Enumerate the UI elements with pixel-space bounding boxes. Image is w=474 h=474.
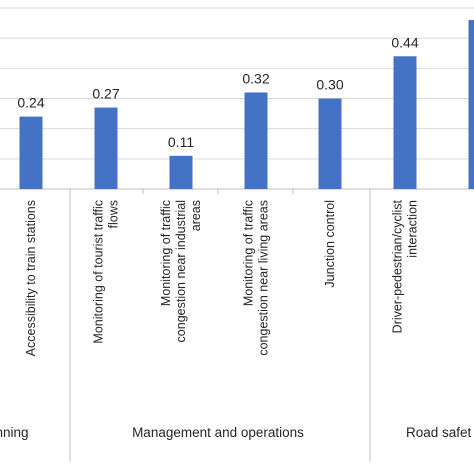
data-label: 0.30 — [316, 77, 343, 93]
category-label: Driver-pedestrian/cyclistinteraction — [391, 199, 420, 333]
category-label: Monitoring of trafficcongestion near ind… — [159, 200, 203, 342]
data-label: 0.27 — [92, 86, 119, 102]
data-label: 0.44 — [391, 34, 418, 50]
data-label: 0.32 — [242, 70, 269, 86]
bar — [169, 155, 193, 189]
data-label: 0.24 — [17, 95, 44, 111]
group-label: Management and operations — [132, 425, 304, 440]
category-label: Accessibility to train stations — [24, 200, 38, 356]
category-label: Monitoring of tourist trafficflows — [92, 200, 121, 344]
group-label: Road safet — [406, 425, 472, 440]
category-label: Junction control — [323, 200, 337, 288]
data-label: 0.11 — [168, 134, 194, 150]
category-label: Monitoring of trafficcongestion near liv… — [242, 200, 271, 356]
bar — [318, 98, 342, 189]
bar — [393, 56, 417, 190]
bar — [19, 116, 43, 189]
bar — [244, 92, 268, 189]
bar — [468, 20, 474, 189]
bar — [94, 107, 118, 189]
